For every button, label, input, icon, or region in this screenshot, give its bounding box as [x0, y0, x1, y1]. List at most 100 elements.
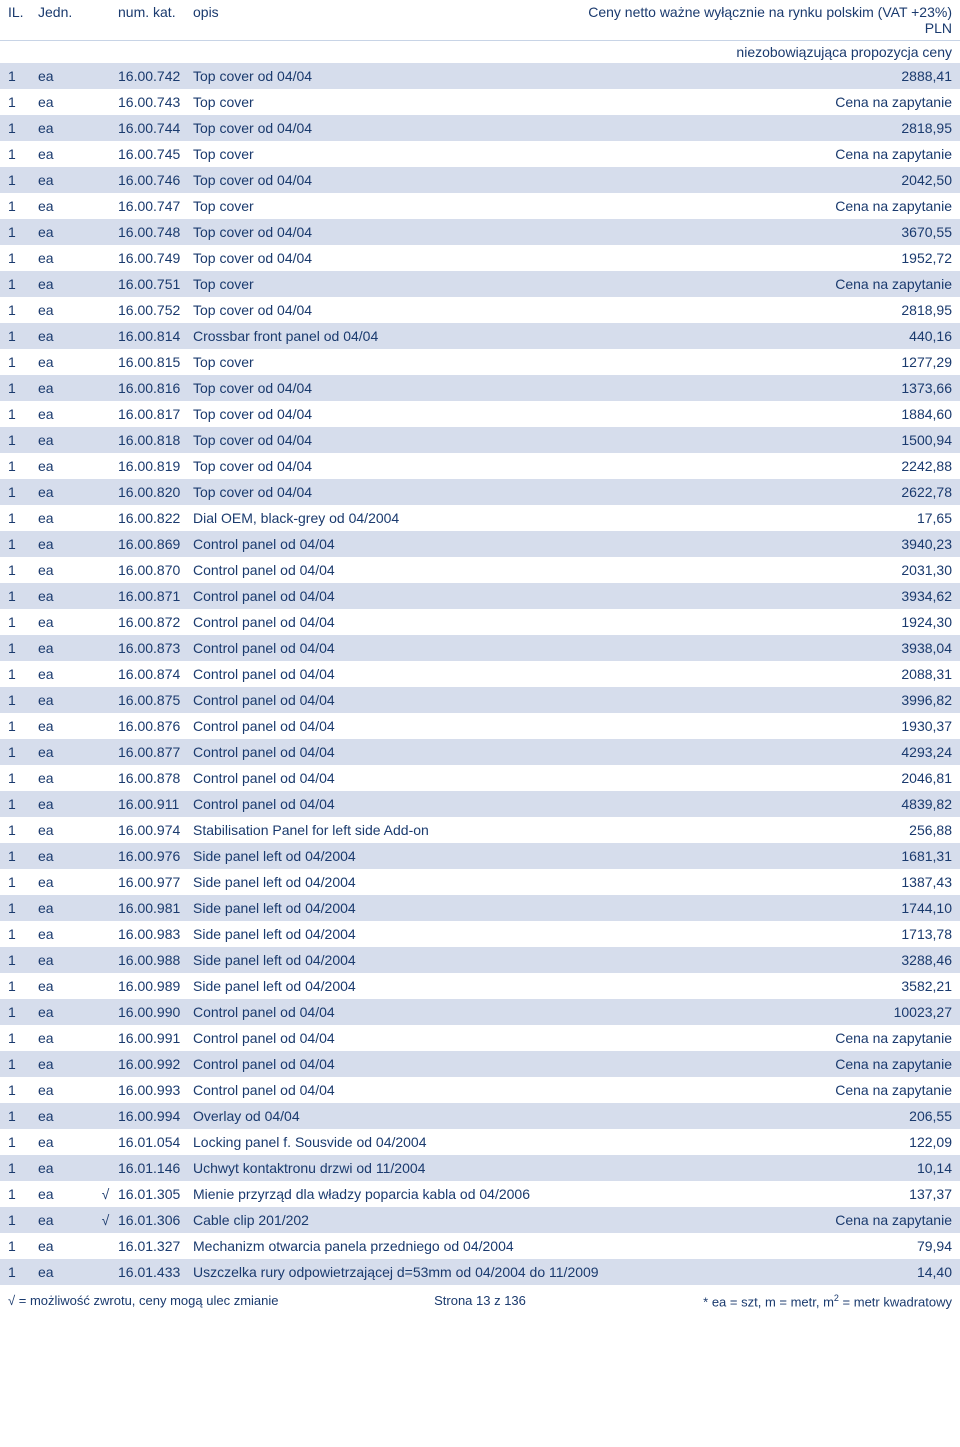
cell-jedn: ea: [38, 640, 93, 656]
cell-opis: Control panel od 04/04: [193, 536, 772, 552]
cell-opis: Top cover od 04/04: [193, 224, 772, 240]
cell-opis: Control panel od 04/04: [193, 640, 772, 656]
table-row: 1ea16.00.874Control panel od 04/042088,3…: [0, 661, 960, 687]
cell-jedn: ea: [38, 354, 93, 370]
cell-price: 1681,31: [772, 848, 952, 864]
cell-il: 1: [8, 510, 38, 526]
table-row: 1ea16.00.751Top coverCena na zapytanie: [0, 271, 960, 297]
cell-num: 16.01.054: [118, 1134, 193, 1150]
cell-il: 1: [8, 588, 38, 604]
cell-opis: Overlay od 04/04: [193, 1108, 772, 1124]
cell-num: 16.00.990: [118, 1004, 193, 1020]
cell-opis: Control panel od 04/04: [193, 692, 772, 708]
cell-il: 1: [8, 1030, 38, 1046]
cell-il: 1: [8, 848, 38, 864]
cell-opis: Uszczelka rury odpowietrzającej d=53mm o…: [193, 1264, 772, 1280]
cell-opis: Top cover od 04/04: [193, 406, 772, 422]
cell-num: 16.00.911: [118, 796, 193, 812]
cell-opis: Top cover od 04/04: [193, 172, 772, 188]
cell-price: 2031,30: [772, 562, 952, 578]
cell-num: 16.00.816: [118, 380, 193, 396]
cell-jedn: ea: [38, 848, 93, 864]
cell-il: 1: [8, 900, 38, 916]
cell-opis: Stabilisation Panel for left side Add-on: [193, 822, 772, 838]
cell-opis: Control panel od 04/04: [193, 1082, 772, 1098]
header-il: IL.: [8, 4, 38, 36]
cell-num: 16.00.877: [118, 744, 193, 760]
cell-jedn: ea: [38, 900, 93, 916]
header-price-note: Ceny netto ważne wyłącznie na rynku pols…: [573, 4, 953, 36]
cell-il: 1: [8, 640, 38, 656]
cell-price: Cena na zapytanie: [772, 146, 952, 162]
cell-num: 16.01.306: [118, 1212, 193, 1228]
table-row: 1ea16.00.878Control panel od 04/042046,8…: [0, 765, 960, 791]
cell-jedn: ea: [38, 432, 93, 448]
cell-jedn: ea: [38, 1160, 93, 1176]
cell-jedn: ea: [38, 172, 93, 188]
table-row: 1ea16.00.818Top cover od 04/041500,94: [0, 427, 960, 453]
header-check: [93, 4, 118, 36]
table-row: 1ea16.00.817Top cover od 04/041884,60: [0, 401, 960, 427]
footer-right: * ea = szt, m = metr, m2 = metr kwadrato…: [637, 1293, 952, 1309]
cell-price: Cena na zapytanie: [772, 198, 952, 214]
cell-opis: Control panel od 04/04: [193, 796, 772, 812]
cell-price: Cena na zapytanie: [772, 1056, 952, 1072]
header-opis: opis: [193, 4, 573, 36]
table-row: 1ea16.00.988Side panel left od 04/200432…: [0, 947, 960, 973]
header-num-kat: num. kat.: [118, 4, 193, 36]
footer-left: √ = możliwość zwrotu, ceny mogą ulec zmi…: [8, 1293, 323, 1309]
cell-il: 1: [8, 822, 38, 838]
cell-num: 16.00.992: [118, 1056, 193, 1072]
cell-opis: Locking panel f. Sousvide od 04/2004: [193, 1134, 772, 1150]
cell-il: 1: [8, 562, 38, 578]
cell-opis: Cable clip 201/202: [193, 1212, 772, 1228]
table-body: 1ea16.00.742Top cover od 04/042888,411ea…: [0, 63, 960, 1285]
cell-jedn: ea: [38, 68, 93, 84]
cell-il: 1: [8, 978, 38, 994]
cell-jedn: ea: [38, 198, 93, 214]
cell-jedn: ea: [38, 1082, 93, 1098]
cell-il: 1: [8, 224, 38, 240]
cell-num: 16.00.752: [118, 302, 193, 318]
cell-il: 1: [8, 484, 38, 500]
cell-price: 3940,23: [772, 536, 952, 552]
cell-num: 16.00.994: [118, 1108, 193, 1124]
table-row: 1ea16.00.822Dial OEM, black-grey od 04/2…: [0, 505, 960, 531]
cell-il: 1: [8, 120, 38, 136]
cell-jedn: ea: [38, 328, 93, 344]
cell-check: √: [93, 1186, 118, 1202]
cell-jedn: ea: [38, 94, 93, 110]
cell-num: 16.00.976: [118, 848, 193, 864]
cell-il: 1: [8, 198, 38, 214]
cell-jedn: ea: [38, 588, 93, 604]
cell-il: 1: [8, 1082, 38, 1098]
cell-il: 1: [8, 926, 38, 942]
cell-opis: Top cover: [193, 354, 772, 370]
cell-price: 440,16: [772, 328, 952, 344]
cell-jedn: ea: [38, 1134, 93, 1150]
table-row: 1ea16.00.991Control panel od 04/04Cena n…: [0, 1025, 960, 1051]
cell-num: 16.00.870: [118, 562, 193, 578]
cell-il: 1: [8, 1004, 38, 1020]
table-row: 1ea16.00.974Stabilisation Panel for left…: [0, 817, 960, 843]
cell-num: 16.00.977: [118, 874, 193, 890]
cell-il: 1: [8, 770, 38, 786]
cell-opis: Mechanizm otwarcia panela przedniego od …: [193, 1238, 772, 1254]
table-row: 1ea16.00.911Control panel od 04/044839,8…: [0, 791, 960, 817]
cell-price: Cena na zapytanie: [772, 1082, 952, 1098]
table-row: 1ea16.00.748Top cover od 04/043670,55: [0, 219, 960, 245]
cell-opis: Top cover: [193, 146, 772, 162]
cell-check: √: [93, 1212, 118, 1228]
cell-opis: Dial OEM, black-grey od 04/2004: [193, 510, 772, 526]
cell-price: 1744,10: [772, 900, 952, 916]
table-row: 1ea16.00.876Control panel od 04/041930,3…: [0, 713, 960, 739]
table-row: 1ea16.00.875Control panel od 04/043996,8…: [0, 687, 960, 713]
table-row: 1ea16.01.327Mechanizm otwarcia panela pr…: [0, 1233, 960, 1259]
cell-num: 16.00.876: [118, 718, 193, 734]
cell-opis: Top cover od 04/04: [193, 120, 772, 136]
cell-num: 16.00.743: [118, 94, 193, 110]
cell-jedn: ea: [38, 744, 93, 760]
cell-il: 1: [8, 614, 38, 630]
cell-jedn: ea: [38, 1004, 93, 1020]
cell-opis: Side panel left od 04/2004: [193, 848, 772, 864]
